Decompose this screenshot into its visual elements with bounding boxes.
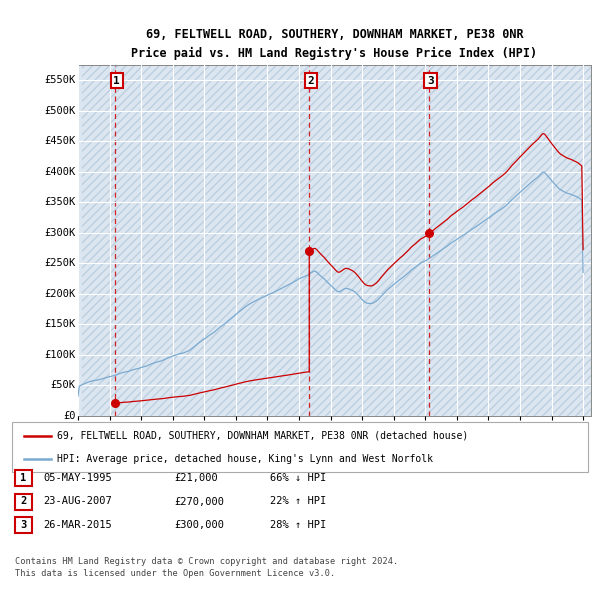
Text: £100K: £100K: [44, 350, 76, 360]
Text: HPI: Average price, detached house, King's Lynn and West Norfolk: HPI: Average price, detached house, King…: [57, 454, 433, 464]
Title: 69, FELTWELL ROAD, SOUTHERY, DOWNHAM MARKET, PE38 0NR
Price paid vs. HM Land Reg: 69, FELTWELL ROAD, SOUTHERY, DOWNHAM MAR…: [131, 28, 538, 60]
Text: £300K: £300K: [44, 228, 76, 238]
Text: 1: 1: [20, 473, 26, 483]
Text: 2: 2: [307, 76, 314, 86]
Text: 1: 1: [113, 76, 120, 86]
Text: £500K: £500K: [44, 106, 76, 116]
Text: £270,000: £270,000: [174, 497, 224, 506]
Text: 3: 3: [20, 520, 26, 530]
Text: 28% ↑ HPI: 28% ↑ HPI: [270, 520, 326, 530]
Text: 2: 2: [20, 497, 26, 506]
Text: Contains HM Land Registry data © Crown copyright and database right 2024.: Contains HM Land Registry data © Crown c…: [15, 557, 398, 566]
Text: £150K: £150K: [44, 319, 76, 329]
Text: 66% ↓ HPI: 66% ↓ HPI: [270, 473, 326, 483]
Text: £350K: £350K: [44, 197, 76, 207]
Text: £450K: £450K: [44, 136, 76, 146]
Text: 26-MAR-2015: 26-MAR-2015: [43, 520, 112, 530]
Text: 3: 3: [427, 76, 434, 86]
Text: £400K: £400K: [44, 167, 76, 177]
Text: This data is licensed under the Open Government Licence v3.0.: This data is licensed under the Open Gov…: [15, 569, 335, 578]
Text: £0: £0: [63, 411, 76, 421]
Text: £200K: £200K: [44, 289, 76, 299]
Text: £21,000: £21,000: [174, 473, 218, 483]
Text: £300,000: £300,000: [174, 520, 224, 530]
Text: £250K: £250K: [44, 258, 76, 268]
Text: 23-AUG-2007: 23-AUG-2007: [43, 497, 112, 506]
Text: £50K: £50K: [50, 381, 76, 391]
Text: 22% ↑ HPI: 22% ↑ HPI: [270, 497, 326, 506]
Text: £550K: £550K: [44, 75, 76, 85]
Text: 69, FELTWELL ROAD, SOUTHERY, DOWNHAM MARKET, PE38 0NR (detached house): 69, FELTWELL ROAD, SOUTHERY, DOWNHAM MAR…: [57, 431, 468, 441]
Text: 05-MAY-1995: 05-MAY-1995: [43, 473, 112, 483]
